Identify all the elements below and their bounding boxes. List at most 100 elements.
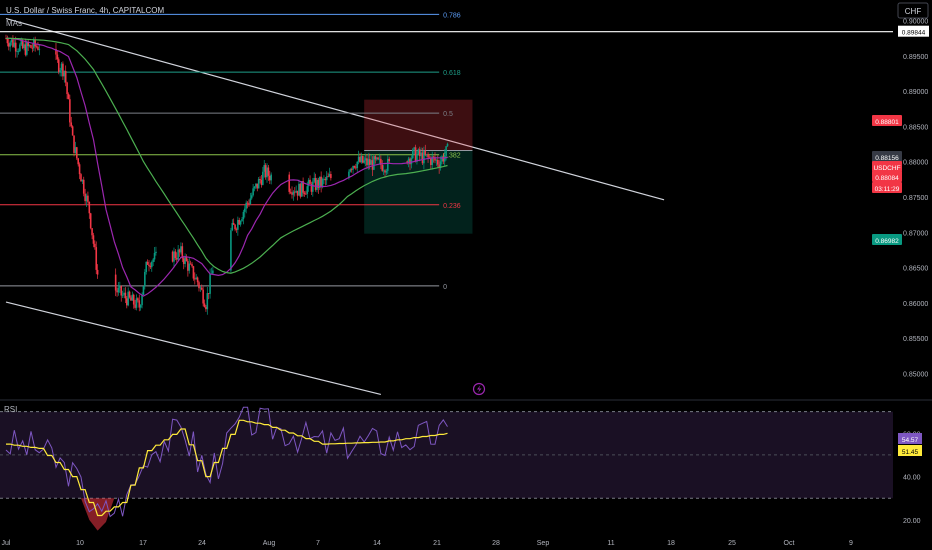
candle-body <box>171 251 174 262</box>
candle-body <box>441 156 443 162</box>
candle-body <box>199 287 202 289</box>
time-tick-label: Oct <box>784 540 795 547</box>
candle-body <box>289 191 292 193</box>
candle-body <box>30 45 32 48</box>
candle-body <box>196 277 199 283</box>
candle-body <box>262 171 264 185</box>
candle-body <box>55 48 57 55</box>
candle-body <box>445 146 447 156</box>
candle-body <box>421 152 424 164</box>
candle-body <box>310 183 313 192</box>
candle-body <box>370 160 372 165</box>
candle-body <box>417 149 420 155</box>
candle-body <box>13 42 16 47</box>
price-label-text: 0.86982 <box>875 238 899 245</box>
candle-body <box>84 193 86 202</box>
rsi-ma-line <box>6 419 448 517</box>
fib-level-label: 0 <box>443 284 447 291</box>
candle-body <box>306 186 309 194</box>
upper-trendline[interactable] <box>5 18 665 201</box>
candle-body <box>431 156 434 165</box>
candle-body <box>432 156 435 158</box>
candle-body <box>373 156 375 170</box>
drawings-layer <box>0 18 893 396</box>
candle-body <box>328 174 331 177</box>
fib-retracement[interactable]: 0.786 0.618 0.5 0.382 0.236 0 <box>0 12 461 291</box>
indicator-label[interactable]: MAs <box>6 19 22 28</box>
candle-body <box>81 179 84 182</box>
candle-body <box>357 156 360 162</box>
candle-body <box>388 158 390 162</box>
price-axis[interactable]: 0.90000 0.89500 0.89000 0.88500 0.88000 0.875… <box>903 19 928 379</box>
candle-body <box>63 70 66 77</box>
time-axis[interactable]: Jul 10 17 24 Aug 7 14 21 28 Sep 11 18 25 Oct 9 <box>2 540 854 547</box>
candle-body <box>180 246 182 253</box>
currency-button[interactable] <box>897 2 929 19</box>
candle-body <box>235 229 238 230</box>
candle-body <box>241 219 243 222</box>
candle-body <box>246 202 249 204</box>
candle-body <box>85 195 88 202</box>
lightning-icon[interactable] <box>472 382 486 396</box>
candle-body <box>321 178 324 187</box>
rsi-label[interactable]: RSI <box>4 405 17 414</box>
candle-body <box>31 47 34 49</box>
price-tick-label: 0.88500 <box>903 124 928 131</box>
candle-body <box>138 300 141 308</box>
candle-body <box>9 42 11 47</box>
candle-body <box>302 181 304 193</box>
candle-body <box>152 259 154 263</box>
candle-body <box>24 44 27 55</box>
candle-body <box>62 63 64 77</box>
candle-body <box>380 158 382 165</box>
candle-body <box>320 176 322 187</box>
position-tool[interactable] <box>364 99 473 234</box>
candle-body <box>309 179 311 184</box>
price-label-box <box>872 161 902 172</box>
candle-body <box>359 156 361 163</box>
candle-body <box>266 167 268 178</box>
candle-body <box>178 249 181 253</box>
candle-body <box>191 264 193 267</box>
time-tick-label: 28 <box>492 540 500 547</box>
candle-body <box>312 181 314 192</box>
currency-button-label[interactable]: CHF <box>905 7 922 16</box>
time-tick-label: 21 <box>433 540 441 547</box>
price-label-text: 0.88801 <box>875 119 899 126</box>
candle-body <box>149 265 152 268</box>
lower-trendline[interactable] <box>5 301 381 396</box>
candle-body <box>307 179 310 187</box>
price-tick-label: 0.89500 <box>903 54 928 61</box>
candle-body <box>203 303 206 307</box>
candle-body <box>19 44 21 52</box>
candle-body <box>88 201 91 214</box>
position-stop-zone[interactable] <box>364 99 473 151</box>
candle-body <box>202 289 204 304</box>
candle-body <box>200 287 203 290</box>
candle-body <box>349 169 352 172</box>
candle-body <box>80 174 82 182</box>
candle-body <box>288 174 291 192</box>
rsi-lines <box>5 406 448 531</box>
rsi-value-box <box>898 445 922 456</box>
candle-body <box>366 158 368 166</box>
time-tick-label: 9 <box>849 540 853 547</box>
candle-body <box>95 247 98 270</box>
candle-body <box>145 261 148 273</box>
candle-body <box>267 167 270 176</box>
candle-body <box>253 186 256 189</box>
candle-body <box>174 251 177 259</box>
candle-body <box>59 70 61 72</box>
candle-body <box>6 38 9 44</box>
candle-body <box>249 198 252 205</box>
price-tick-label: 0.88000 <box>903 160 928 167</box>
symbol-title[interactable]: U.S. Dollar / Swiss Franc, 4h, CAPITALCO… <box>6 6 164 15</box>
candle-body <box>348 171 350 179</box>
candle-body <box>442 156 445 162</box>
candle-body <box>324 178 327 181</box>
candle-body <box>409 158 411 165</box>
fib-level-label: 0.5 <box>443 111 453 118</box>
candle-body <box>425 154 428 156</box>
candle-body <box>28 45 31 47</box>
candle-body <box>314 177 317 190</box>
